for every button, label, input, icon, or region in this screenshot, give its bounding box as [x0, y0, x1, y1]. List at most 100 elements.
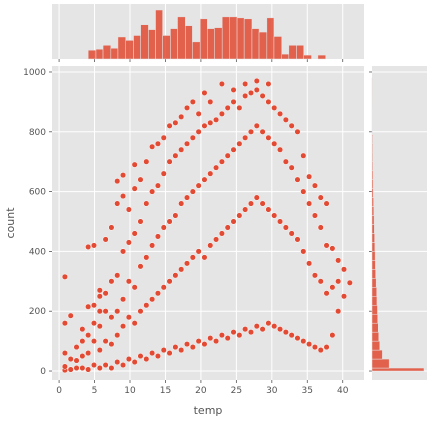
top-hist-bar — [177, 16, 186, 60]
scatter-point — [311, 344, 318, 351]
scatter-point — [166, 278, 173, 285]
top-hist-bar — [317, 54, 326, 60]
scatter-point — [143, 302, 150, 309]
top-hist-bar — [110, 47, 119, 60]
scatter-point — [306, 260, 313, 267]
scatter-point — [102, 236, 109, 243]
scatter-point — [108, 224, 115, 231]
scatter-point — [224, 104, 231, 111]
scatter-point — [271, 104, 278, 111]
scatter-point — [79, 338, 86, 345]
top-hist-bar — [199, 18, 208, 60]
scatter-point — [265, 320, 272, 327]
scatter-point — [125, 278, 132, 285]
scatter-point — [85, 350, 92, 357]
scatter-point — [120, 296, 127, 303]
scatter-point — [120, 248, 127, 255]
scatter-point — [160, 224, 167, 231]
scatter-point — [108, 314, 115, 321]
scatter-point — [102, 338, 109, 345]
top-hist-bar — [221, 16, 230, 60]
right-hist-bar — [371, 251, 376, 261]
x-tick-label: 10 — [124, 386, 136, 396]
y-tick-label: 400 — [29, 247, 46, 257]
top-hist-bar — [251, 28, 260, 60]
scatter-point — [294, 128, 301, 135]
scatter-point — [259, 92, 266, 99]
scatter-point — [329, 284, 336, 291]
right-hist-bar — [371, 179, 374, 189]
scatter-point — [85, 243, 92, 250]
right-hist-bar — [371, 134, 373, 145]
scatter-point — [61, 350, 68, 357]
scatter-point — [242, 206, 249, 213]
scatter-point — [160, 170, 167, 177]
scatter-point — [207, 335, 214, 342]
right-hist-bar — [371, 224, 375, 234]
scatter-point — [253, 194, 260, 201]
scatter-point — [166, 350, 173, 357]
scatter-point — [323, 200, 330, 207]
scatter-point — [125, 314, 132, 321]
x-axis-label: temp — [194, 404, 223, 417]
scatter-point — [207, 119, 214, 126]
right-hist-bar — [371, 242, 376, 252]
x-axis-ticks: 0 5 10 15 20 25 30 35 40 — [56, 380, 349, 396]
scatter-point — [242, 92, 249, 99]
scatter-point — [306, 173, 313, 180]
scatter-point — [154, 233, 161, 240]
scatter-points — [61, 77, 353, 374]
scatter-point — [311, 212, 318, 219]
scatter-point — [236, 104, 243, 111]
scatter-point — [282, 224, 289, 231]
scatter-point — [90, 242, 98, 249]
right-hist-bar — [371, 197, 374, 207]
scatter-point — [300, 152, 307, 159]
scatter-point — [189, 344, 196, 351]
top-hist-bar — [243, 18, 253, 60]
scatter-point — [300, 248, 307, 255]
scatter-point — [236, 140, 243, 147]
scatter-point — [288, 332, 295, 339]
scatter-point — [172, 152, 179, 159]
right-hist-bar — [371, 367, 425, 372]
scatter-point — [125, 356, 132, 363]
scatter-point — [160, 284, 167, 291]
right-hist-bar — [371, 233, 375, 243]
scatter-point — [114, 359, 121, 366]
scatter-point — [114, 272, 121, 279]
scatter-point — [265, 134, 272, 141]
scatter-point — [201, 122, 208, 129]
scatter-point — [253, 86, 260, 93]
top-hist-bar — [192, 41, 201, 60]
scatter-point — [230, 218, 237, 225]
scatter-point — [149, 242, 156, 249]
scatter-point — [79, 353, 86, 360]
scatter-point — [131, 230, 138, 237]
scatter-point — [90, 302, 98, 309]
scatter-point — [201, 254, 208, 261]
scatter-point — [125, 239, 132, 246]
scatter-point — [242, 326, 249, 333]
scatter-point — [306, 341, 313, 348]
scatter-point — [311, 272, 318, 279]
scatter-point — [183, 341, 191, 348]
top-hist-bar — [125, 40, 134, 60]
scatter-point — [207, 170, 214, 177]
scatter-point — [253, 122, 260, 129]
right-marginal-background — [372, 66, 427, 380]
scatter-point — [73, 344, 80, 351]
scatter-point — [96, 308, 103, 315]
scatter-point — [90, 361, 98, 369]
x-tick-label: 35 — [302, 386, 313, 396]
scatter-point — [154, 353, 161, 360]
top-hist-bar — [148, 29, 156, 60]
scatter-point — [306, 200, 313, 207]
scatter-point — [335, 308, 342, 315]
scatter-point — [137, 263, 144, 270]
scatter-point — [230, 146, 237, 153]
top-hist-bar — [140, 24, 149, 60]
scatter-point — [154, 290, 161, 297]
scatter-point — [73, 364, 80, 372]
